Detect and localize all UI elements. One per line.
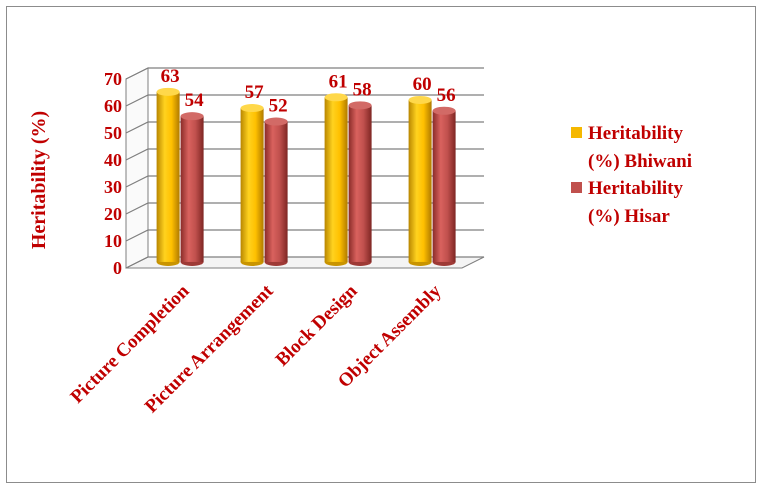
legend: Heritability (%) Bhiwani Heritability (%… (571, 123, 692, 227)
legend-label-bhiwani-line2: (%) Bhiwani (588, 151, 692, 172)
bar-top (432, 106, 456, 115)
bar-top (156, 87, 180, 96)
y-tick-label: 50 (104, 123, 122, 143)
data-label: 52 (269, 96, 288, 117)
legend-label-hisar-line1: Heritability (588, 178, 683, 199)
bar-top (180, 112, 204, 121)
bar-top (408, 95, 432, 104)
data-label: 58 (353, 79, 372, 100)
legend-label-hisar-line2: (%) Hisar (588, 206, 670, 227)
gridline (125, 67, 484, 80)
bar (348, 105, 372, 262)
legend-label-bhiwani-line1: Heritability (588, 123, 683, 144)
gridline (125, 121, 484, 134)
bar-top (324, 93, 348, 102)
bar (408, 99, 432, 262)
data-label: 61 (329, 71, 348, 92)
back-wall (148, 68, 484, 257)
y-tick-label: 40 (104, 150, 122, 170)
bar (324, 97, 348, 262)
bar-top (240, 104, 264, 113)
data-label: 60 (413, 74, 432, 95)
data-label: 57 (245, 82, 265, 103)
legend-swatch-bhiwani (571, 127, 582, 138)
bar (156, 91, 180, 262)
y-tick-label: 60 (104, 96, 122, 116)
x-tick-label: Block Design (272, 280, 362, 370)
gridline (125, 148, 484, 161)
bar (180, 116, 204, 262)
bars (156, 87, 456, 266)
bar (432, 110, 456, 262)
bar (264, 121, 288, 262)
y-tick-label: 20 (104, 204, 122, 224)
bar (240, 108, 264, 262)
data-label: 63 (161, 66, 180, 87)
y-axis-title: Heritability (%) (28, 111, 50, 249)
grid (125, 67, 485, 269)
gridline (125, 94, 484, 107)
gridline (125, 202, 484, 215)
y-tick-label: 30 (104, 177, 122, 197)
side-wall (125, 67, 149, 269)
legend-swatch-hisar (571, 182, 582, 193)
y-tick-label: 70 (104, 69, 122, 89)
data-label: 54 (185, 90, 205, 111)
y-tick-label: 10 (104, 231, 122, 251)
gridline (125, 256, 484, 269)
bar-top (348, 101, 372, 110)
gridline (125, 229, 484, 242)
data-label: 56 (437, 85, 456, 106)
gridline (125, 175, 484, 188)
y-tick-label: 0 (113, 258, 122, 278)
bar-top (264, 117, 288, 126)
